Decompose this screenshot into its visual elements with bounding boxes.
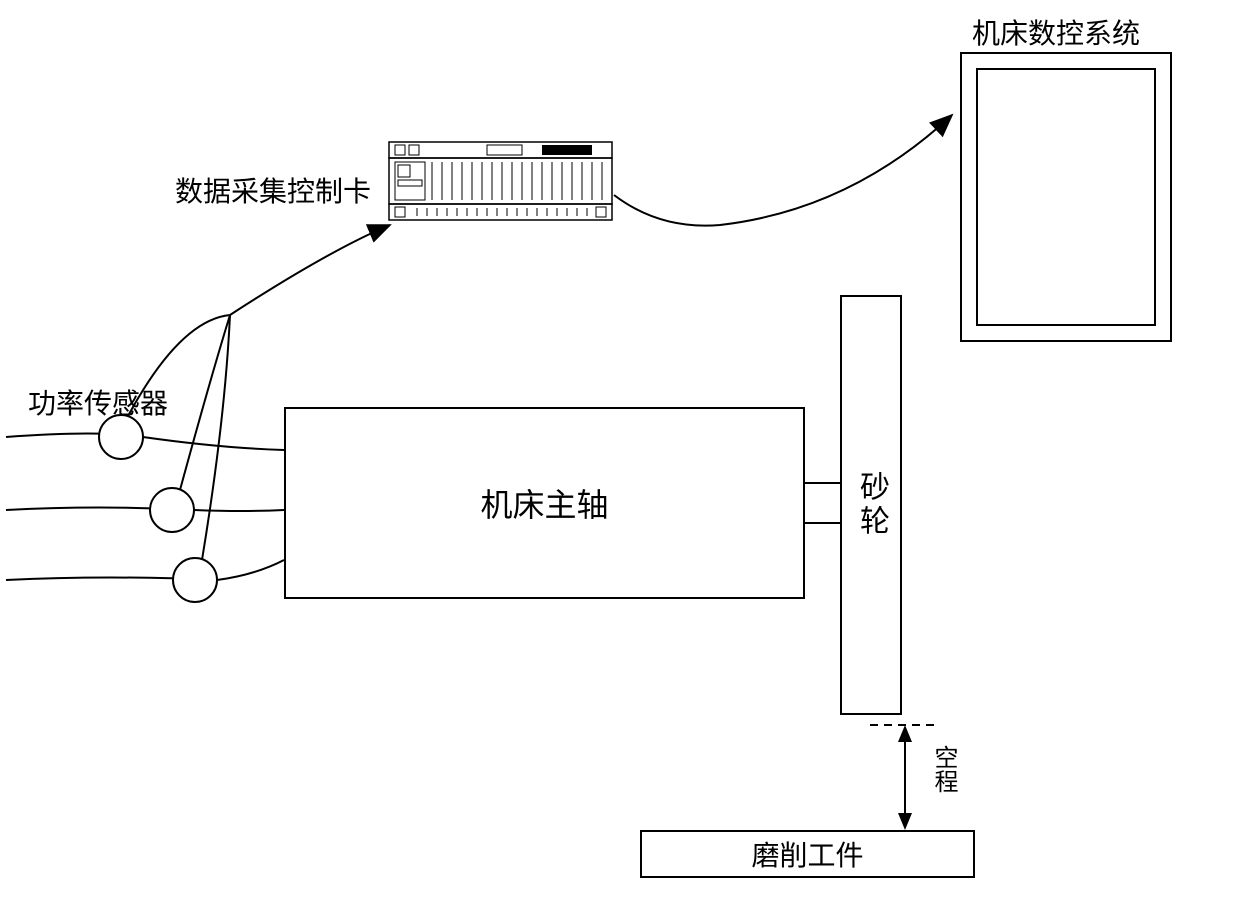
- daq-card-device: [387, 140, 614, 222]
- spindle-shaft: [805, 482, 840, 524]
- cnc-system-box: [960, 52, 1172, 342]
- cnc-system-inner: [976, 68, 1156, 326]
- idle-stroke-label: 空程: [926, 745, 961, 793]
- cnc-system-title: 机床数控系统: [972, 12, 1140, 52]
- sensor-to-daq-arrow: [230, 225, 390, 315]
- power-line-1: [6, 434, 284, 451]
- sensor-circle-3: [173, 558, 217, 602]
- sensor-circle-2: [150, 488, 194, 532]
- daq-card-label: 数据采集控制卡: [175, 170, 371, 210]
- daq-to-cnc-arrow: [614, 115, 952, 226]
- sensor-to-hub-2: [180, 315, 230, 490]
- idle-arrow-down: [898, 813, 912, 830]
- power-line-2: [6, 508, 284, 512]
- sensor-to-hub-3: [202, 315, 230, 560]
- power-sensor-label: 功率传感器: [28, 382, 168, 422]
- grinding-wheel-box: 砂轮: [840, 295, 902, 715]
- power-line-3: [6, 560, 284, 580]
- workpiece-box: 磨削工件: [640, 830, 975, 878]
- idle-arrow-up: [898, 725, 912, 742]
- spindle-label: 机床主轴: [480, 480, 608, 526]
- grinding-wheel-label: 砂轮: [849, 471, 893, 539]
- workpiece-label: 磨削工件: [751, 834, 863, 874]
- spindle-box: 机床主轴: [284, 407, 805, 599]
